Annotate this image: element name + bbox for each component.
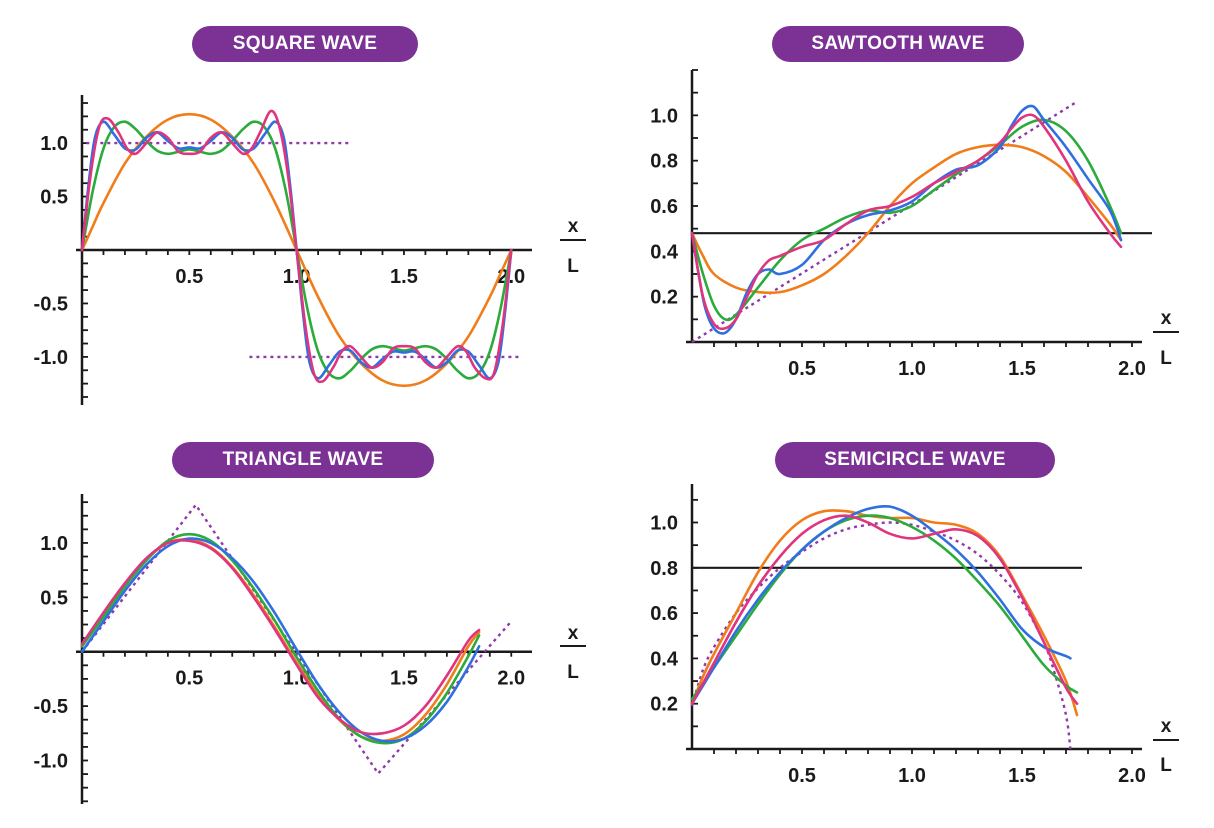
y-tick-label: 1.0 bbox=[40, 133, 68, 155]
y-tick-label: 0.2 bbox=[650, 287, 678, 309]
chart-title: SEMICIRCLE WAVE bbox=[775, 442, 1055, 478]
x-tick-label: 1.5 bbox=[390, 668, 418, 690]
series-line bbox=[690, 113, 1123, 331]
y-tick-label: -0.5 bbox=[34, 696, 68, 718]
series-line bbox=[690, 514, 1079, 705]
chart-title: SQUARE WAVE bbox=[192, 26, 418, 62]
y-tick-label: 1.0 bbox=[40, 533, 68, 555]
chart-title: SAWTOOTH WAVE bbox=[772, 26, 1024, 62]
x-unit-numerator: x bbox=[568, 216, 579, 237]
y-tick-label: 0.2 bbox=[650, 694, 678, 716]
x-tick-label: 2.0 bbox=[497, 668, 525, 690]
plot-area: 0.5 1.0 1.5 2.01.00.5-0.5-1.0xL bbox=[34, 494, 586, 804]
x-tick-label: 0.5 bbox=[788, 358, 816, 380]
series-line bbox=[690, 104, 1123, 335]
x-tick-label: 1.5 bbox=[1008, 358, 1036, 380]
x-tick-label: 1.5 bbox=[390, 266, 418, 288]
series-line bbox=[690, 514, 1079, 701]
y-tick-label: -0.5 bbox=[34, 293, 68, 315]
x-unit-denominator: L bbox=[567, 256, 579, 277]
series-line bbox=[80, 537, 481, 743]
chart-sawtooth-wave: SAWTOOTH WAVE 0.5 1.0 1.5 2.0 0.2 0.4 0.6 0.8 1.… bbox=[607, 0, 1214, 414]
target-function-line bbox=[691, 100, 1078, 344]
y-tick-label: 0.5 bbox=[40, 587, 68, 609]
series-line bbox=[80, 532, 481, 745]
chart-triangle-wave: TRIANGLE WAVE 0.5 1.0 1.5 2.0 1.0 0.5 -0.5 -1.0… bbox=[0, 414, 607, 828]
x-tick-label: 1.0 bbox=[898, 765, 926, 787]
y-tick-label: 0.5 bbox=[40, 187, 68, 209]
x-unit-denominator: L bbox=[567, 662, 579, 683]
x-tick-label: 0.5 bbox=[175, 266, 203, 288]
x-unit-denominator: L bbox=[1160, 348, 1172, 369]
x-tick-label: 2.0 bbox=[1118, 765, 1146, 787]
x-tick-label: 1.0 bbox=[898, 358, 926, 380]
series-line bbox=[690, 143, 1123, 295]
y-tick-label: 0.6 bbox=[650, 196, 678, 218]
x-tick-label: 2.0 bbox=[1118, 358, 1146, 380]
plot-area: 0.5 1.0 1.5 2.0 0.2 0.4 0.6 0.8 1.0 xL bbox=[650, 69, 1179, 380]
x-unit-denominator: L bbox=[1160, 755, 1172, 776]
series-line bbox=[690, 504, 1072, 705]
x-tick-label: 0.5 bbox=[175, 668, 203, 690]
plot-area: 0.5 1.0 1.5 2.01.00.5-0.5-1.0xL bbox=[34, 95, 586, 405]
y-tick-label: -1.0 bbox=[34, 347, 68, 369]
y-tick-label: -1.0 bbox=[34, 750, 68, 772]
plot-area: 0.5 1.0 1.5 2.0 0.2 0.4 0.6 0.8 1.0 xL bbox=[650, 484, 1179, 787]
y-tick-label: 0.4 bbox=[650, 241, 679, 263]
target-function-line bbox=[81, 502, 513, 776]
x-unit-numerator: x bbox=[1161, 716, 1172, 737]
target-function-line bbox=[690, 521, 1072, 750]
series-line bbox=[690, 118, 1123, 322]
chart-semicircle-wave: SEMICIRCLE WAVE 0.5 1.0 1.5 2.0 0.2 0.4 0.6 0.8… bbox=[607, 414, 1214, 828]
chart-title: TRIANGLE WAVE bbox=[172, 442, 434, 478]
y-tick-label: 1.0 bbox=[650, 513, 678, 535]
y-tick-label: 0.8 bbox=[650, 558, 678, 580]
series-line bbox=[80, 109, 513, 384]
y-tick-label: 0.6 bbox=[650, 603, 678, 625]
x-unit-numerator: x bbox=[1161, 308, 1172, 329]
x-unit-numerator: x bbox=[568, 623, 579, 644]
chart-square-wave: SQUARE WAVE 0.5 1.0 1.5 2.0 1.0 0.5 -0.5 -1.0 x L bbox=[0, 0, 607, 414]
x-tick-label: 0.5 bbox=[788, 765, 816, 787]
x-tick-label: 1.5 bbox=[1008, 765, 1036, 787]
y-tick-label: 0.4 bbox=[650, 648, 679, 670]
y-tick-label: 1.0 bbox=[650, 105, 678, 127]
y-tick-label: 0.8 bbox=[650, 151, 678, 173]
series-line bbox=[80, 539, 481, 736]
